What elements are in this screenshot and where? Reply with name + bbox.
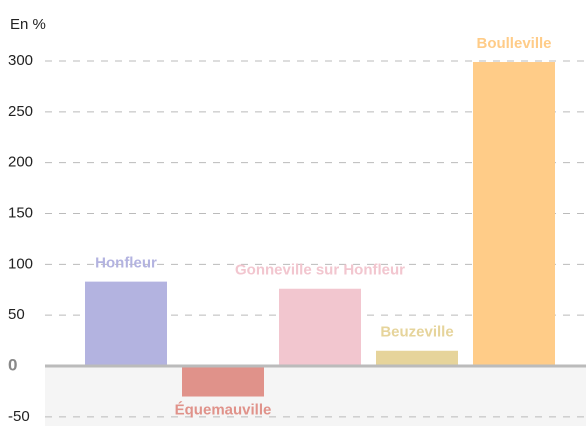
y-tick-label: 100 [8, 255, 33, 272]
y-tick-label: 50 [8, 306, 25, 323]
bar [473, 62, 555, 367]
y-axis-label: En % [10, 16, 46, 33]
y-tick-label: 0 [8, 355, 17, 374]
y-tick-label: 250 [8, 103, 33, 120]
category-label: Gonneville sur Honfleur [235, 262, 405, 279]
category-label: Honfleur [95, 255, 157, 272]
category-label: Équemauville [175, 401, 272, 418]
bar [85, 281, 167, 367]
bar [376, 350, 458, 367]
y-tick-label: 300 [8, 52, 33, 69]
category-label: Beuzeville [380, 324, 453, 341]
y-tick-label: 150 [8, 204, 33, 221]
category-label: Boulleville [476, 35, 551, 52]
bar [279, 288, 361, 367]
y-tick-label: -50 [8, 408, 30, 425]
y-tick-label: 200 [8, 154, 33, 171]
bar [182, 366, 264, 397]
negative-area [45, 366, 586, 426]
